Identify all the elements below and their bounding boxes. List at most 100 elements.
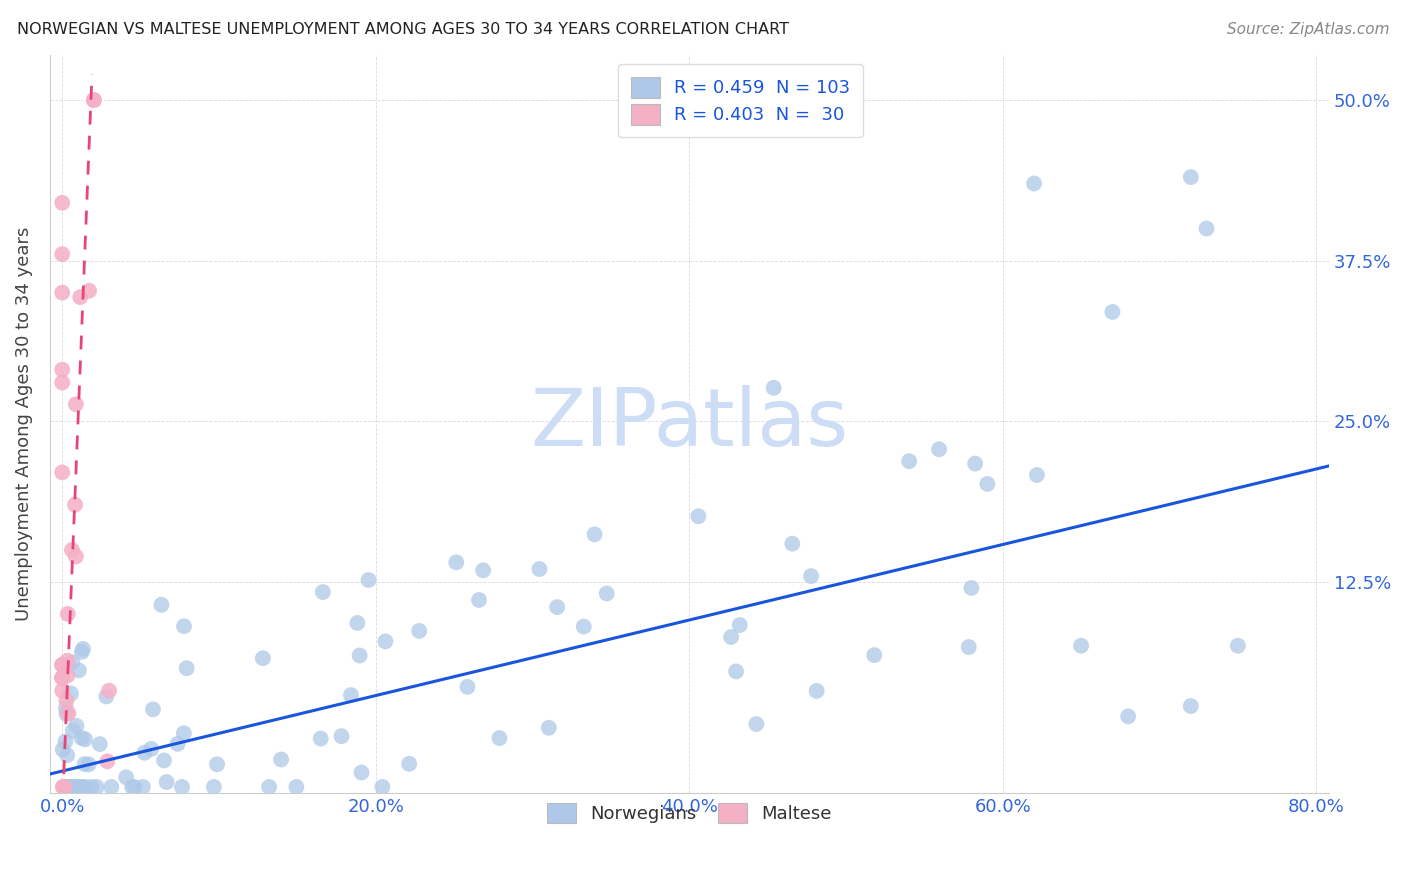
Point (688, 509, 710, 524)
Legend: Norwegians, Maltese: Norwegians, Maltese (534, 789, 845, 836)
Point (173, 619, 195, 633)
Point (252, 651, 274, 665)
Point (55, 693, 77, 707)
Point (155, 775, 177, 789)
Point (55, 780, 77, 794)
Point (56, 668, 79, 682)
Point (77, 757, 100, 772)
Point (83, 93, 105, 107)
Y-axis label: Unemployment Among Ages 30 to 34 years: Unemployment Among Ages 30 to 34 years (15, 227, 32, 622)
Point (83, 93, 105, 107)
Point (1180, 170, 1202, 185)
Point (132, 780, 155, 794)
Point (1070, 639, 1092, 653)
Point (330, 729, 353, 743)
Point (1022, 177, 1045, 191)
Point (62, 723, 84, 738)
Point (52, 780, 75, 794)
Point (96, 690, 118, 704)
Point (725, 665, 748, 679)
Point (1116, 709, 1139, 723)
Point (51, 247, 73, 261)
Point (408, 624, 430, 638)
Point (124, 780, 146, 794)
Point (73, 732, 96, 747)
Point (537, 721, 560, 735)
Point (55, 706, 77, 721)
Point (270, 752, 292, 766)
Point (67, 664, 90, 678)
Point (65, 780, 87, 794)
Point (115, 770, 138, 784)
Point (976, 477, 998, 491)
Point (63, 498, 86, 512)
Point (69, 290, 91, 304)
Point (863, 648, 886, 662)
Point (202, 780, 225, 794)
Point (65, 719, 87, 733)
Point (53, 780, 76, 794)
Point (51, 376, 73, 390)
Point (55, 734, 77, 748)
Point (1101, 305, 1123, 319)
Point (51, 671, 73, 685)
Point (121, 780, 143, 794)
Point (51, 657, 73, 672)
Point (762, 381, 785, 395)
Point (72, 641, 94, 656)
Point (60, 656, 83, 670)
Point (153, 753, 176, 767)
Point (720, 630, 742, 644)
Point (546, 600, 568, 615)
Point (150, 598, 173, 612)
Point (205, 757, 228, 772)
Point (468, 593, 491, 607)
Point (1180, 699, 1202, 714)
Point (456, 680, 478, 694)
Point (728, 618, 751, 632)
Point (56, 654, 79, 668)
Point (52, 780, 75, 794)
Point (928, 442, 950, 457)
Point (96, 754, 118, 768)
Point (800, 569, 823, 583)
Point (73, 780, 96, 794)
Point (583, 527, 606, 541)
Point (51, 285, 73, 300)
Point (58, 780, 80, 794)
Point (745, 717, 768, 731)
Text: Source: ZipAtlas.com: Source: ZipAtlas.com (1226, 22, 1389, 37)
Point (173, 726, 195, 740)
Point (52, 742, 75, 756)
Point (56, 607, 79, 621)
Point (957, 640, 980, 654)
Text: NORWEGIAN VS MALTESE UNEMPLOYMENT AMONG AGES 30 TO 34 YEARS CORRELATION CHART: NORWEGIAN VS MALTESE UNEMPLOYMENT AMONG … (17, 22, 789, 37)
Point (166, 737, 188, 751)
Point (51, 671, 73, 685)
Point (898, 454, 921, 468)
Point (1025, 467, 1047, 482)
Point (806, 684, 828, 698)
Point (72, 780, 94, 794)
Point (80, 780, 103, 794)
Point (398, 756, 420, 771)
Point (596, 586, 619, 600)
Point (349, 648, 371, 663)
Point (170, 780, 193, 794)
Point (965, 457, 987, 471)
Point (60, 687, 83, 701)
Point (51, 683, 73, 698)
Point (58, 780, 80, 794)
Point (142, 702, 165, 716)
Point (65, 780, 87, 794)
Point (176, 661, 198, 675)
Point (488, 731, 510, 745)
Point (73, 757, 96, 772)
Point (134, 746, 156, 760)
Point (77, 284, 100, 298)
Point (60, 543, 83, 558)
Point (446, 555, 468, 569)
Point (59, 780, 82, 794)
Point (51, 362, 73, 376)
Point (309, 731, 332, 746)
